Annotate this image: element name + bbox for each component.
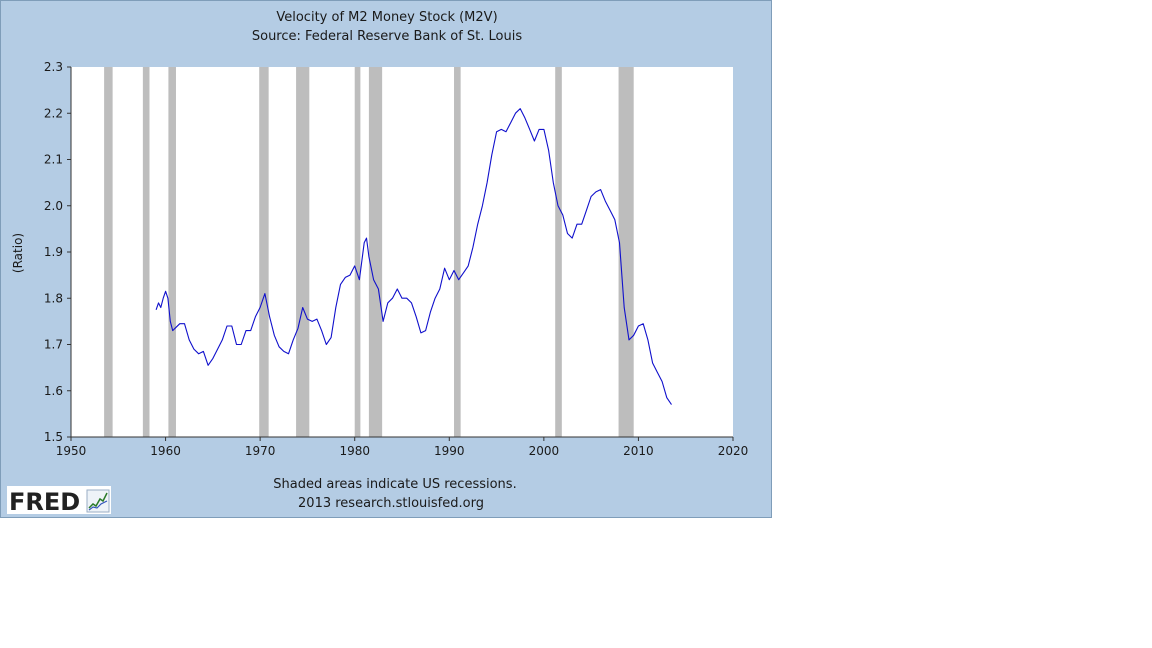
series-line: [155, 108, 672, 405]
y-tick-label: 2.0: [44, 199, 63, 213]
recession-band: [618, 67, 634, 437]
fred-logo-text: FRED: [9, 488, 80, 516]
recession-note: Shaded areas indicate US recessions.: [273, 477, 516, 492]
recession-band: [354, 67, 361, 437]
x-tick-label: 1970: [245, 444, 276, 458]
y-tick-label: 1.8: [44, 291, 63, 305]
recession-band: [259, 67, 269, 437]
y-tick-label: 2.3: [44, 60, 63, 74]
chart-title: Velocity of M2 Money Stock (M2V): [276, 10, 497, 25]
recession-band: [454, 67, 461, 437]
x-tick-label: 2020: [718, 444, 749, 458]
x-tick-label: 1950: [56, 444, 87, 458]
recession-band: [142, 67, 150, 437]
recession-bands: [104, 67, 634, 437]
recession-band: [104, 67, 113, 437]
velocity-chart: Velocity of M2 Money Stock (M2V) Source:…: [7, 10, 748, 516]
mini-chart-icon: [86, 489, 110, 513]
fred-logo: FRED: [7, 486, 111, 516]
x-tick-label: 2010: [623, 444, 654, 458]
x-tick-label: 2000: [529, 444, 560, 458]
y-tick-label: 2.2: [44, 106, 63, 120]
x-tick-label: 1980: [339, 444, 370, 458]
x-tick-label: 1960: [150, 444, 181, 458]
axes: 1.5 1.6 1.7 1.8 1.9 2.0 2.1 2.2 2.3 1950 1960 1970 1…: [44, 60, 748, 458]
recession-band: [555, 67, 562, 437]
y-tick-label: 1.7: [44, 338, 63, 352]
recession-band: [296, 67, 310, 437]
recession-band: [168, 67, 176, 437]
y-tick-label: 1.6: [44, 384, 63, 398]
y-tick-label: 1.5: [44, 430, 63, 444]
recession-band: [368, 67, 383, 437]
x-tick-label: 1990: [434, 444, 465, 458]
y-tick-label: 2.1: [44, 153, 63, 167]
chart-subtitle: Source: Federal Reserve Bank of St. Loui…: [252, 29, 522, 44]
y-axis-label: (Ratio): [11, 233, 25, 273]
y-tick-label: 1.9: [44, 245, 63, 259]
chart-panel: Velocity of M2 Money Stock (M2V) Source:…: [0, 0, 772, 518]
source-credit: 2013 research.stlouisfed.org: [298, 496, 484, 511]
series-line-group: [155, 108, 672, 405]
